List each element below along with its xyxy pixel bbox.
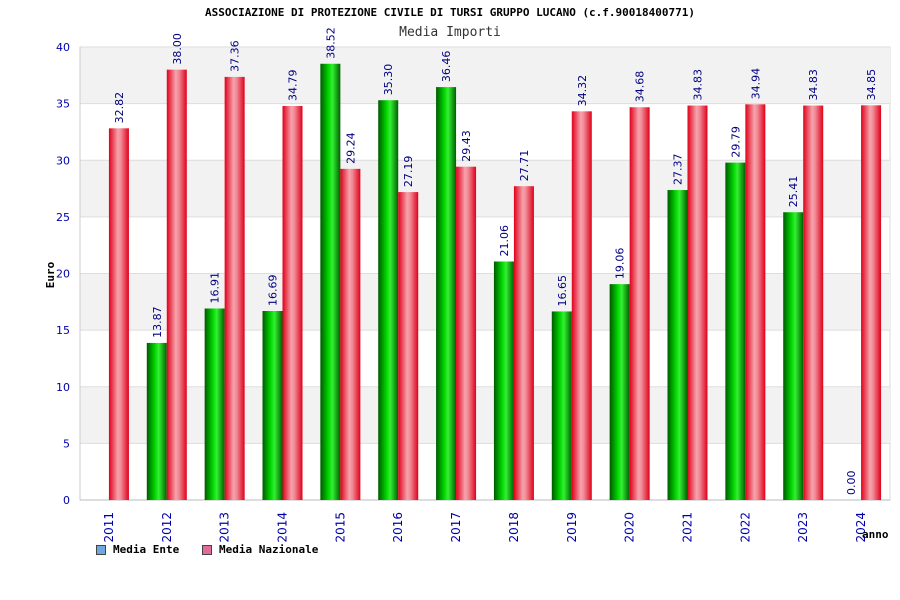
bar-media-nazionale <box>282 106 303 501</box>
legend-swatch-media-ente <box>96 544 106 555</box>
bar-media-ente <box>783 212 804 500</box>
x-axis-label: anno <box>862 528 889 541</box>
bar-labels: 13.87 16.91 16.69 38.52 35.30 36.46 21.06 16.65… <box>113 27 878 495</box>
data-label: 19.06 <box>614 248 627 280</box>
data-label: 16.91 <box>209 272 222 304</box>
bar-media-ente <box>667 190 688 501</box>
bar-media-nazionale <box>224 76 245 500</box>
data-label: 34.85 <box>865 69 878 101</box>
data-label: 0.00 <box>845 471 858 496</box>
y-tick-label: 40 <box>56 41 70 54</box>
legend-item-media-nazionale: Media Nazionale <box>202 543 318 556</box>
x-tick-label: 2024 <box>854 512 868 543</box>
bar-media-ente <box>146 342 167 500</box>
bar-media-nazionale <box>861 105 882 500</box>
data-label: 27.37 <box>672 154 685 186</box>
data-label: 34.68 <box>634 71 647 103</box>
bar-media-ente <box>262 310 283 500</box>
plot-band <box>80 273 890 331</box>
x-tick-label: 2021 <box>681 512 695 543</box>
bar-media-nazionale <box>745 104 766 500</box>
bar-media-nazionale <box>687 105 708 501</box>
bar-media-nazionale <box>629 107 650 501</box>
data-label: 34.79 <box>287 70 300 102</box>
bar-media-nazionale <box>513 186 534 500</box>
data-label: 13.87 <box>151 306 164 338</box>
bar-media-nazionale <box>340 168 361 500</box>
data-label: 35.30 <box>382 64 395 96</box>
bar-media-ente <box>320 63 341 501</box>
data-label: 32.82 <box>113 92 126 124</box>
data-label: 27.19 <box>402 156 415 188</box>
data-label: 34.32 <box>576 75 589 107</box>
x-tick-label: 2016 <box>391 512 405 543</box>
bar-media-ente <box>436 87 457 500</box>
plot-band <box>80 47 890 104</box>
data-label: 38.52 <box>324 27 337 59</box>
bar-media-nazionale <box>398 192 419 501</box>
y-tick-label: 15 <box>56 324 70 337</box>
bars <box>108 63 882 501</box>
data-label: 21.06 <box>498 225 511 257</box>
x-tick-label: 2015 <box>333 512 347 543</box>
data-label: 25.41 <box>787 176 800 208</box>
y-tick-label: 35 <box>56 98 70 111</box>
y-axis-label: Euro <box>44 261 57 288</box>
bar-media-ente <box>493 261 514 500</box>
bar-media-nazionale <box>803 105 824 501</box>
x-tick-label: 2019 <box>565 512 579 543</box>
x-axis: 2011 2012 2013 2014 2015 2016 2017 2018 2019 2020… <box>80 499 890 543</box>
y-tick-label: 5 <box>63 437 70 450</box>
data-label: 34.83 <box>692 69 705 101</box>
data-label: 16.65 <box>556 275 569 307</box>
data-label: 29.79 <box>729 126 742 158</box>
y-tick-label: 30 <box>56 154 70 167</box>
x-tick-label: 2012 <box>160 512 174 543</box>
data-label: 34.94 <box>749 68 762 100</box>
bar-media-ente <box>551 311 572 500</box>
x-tick-label: 2013 <box>218 512 232 543</box>
x-tick-label: 2020 <box>623 512 637 543</box>
plot-band <box>80 386 890 444</box>
bar-media-ente <box>378 100 399 500</box>
y-tick-label: 0 <box>63 494 70 507</box>
x-tick-label: 2023 <box>796 512 810 543</box>
y-axis: 0 5 10 15 20 25 30 35 40 <box>56 41 81 507</box>
y-tick-label: 25 <box>56 211 70 224</box>
x-tick-label: 2017 <box>449 512 463 543</box>
y-tick-label: 20 <box>56 268 70 281</box>
legend-label-media-nazionale: Media Nazionale <box>219 543 319 556</box>
legend-swatch-media-nazionale <box>202 544 212 555</box>
chart-title: ASSOCIAZIONE DI PROTEZIONE CIVILE DI TUR… <box>204 6 696 19</box>
data-label: 29.43 <box>460 130 473 162</box>
x-tick-label: 2022 <box>738 512 752 543</box>
data-label: 29.24 <box>344 132 357 164</box>
y-tick-label: 10 <box>56 381 70 394</box>
chart-subtitle: Media Importi <box>399 25 501 40</box>
data-label: 38.00 <box>171 33 184 65</box>
legend-item-media-ente: Media Ente <box>96 543 179 556</box>
data-label: 27.71 <box>518 150 531 182</box>
legend-label-media-ente: Media Ente <box>113 543 180 556</box>
bar-media-ente <box>725 162 746 501</box>
bar-media-nazionale <box>456 166 477 500</box>
data-label: 37.36 <box>229 40 242 72</box>
bar-media-nazionale <box>571 111 592 501</box>
data-label: 16.69 <box>267 274 280 306</box>
x-tick-label: 2014 <box>276 512 290 543</box>
data-label: 36.46 <box>440 51 453 83</box>
x-tick-label: 2011 <box>102 512 116 543</box>
bar-media-ente <box>609 284 630 500</box>
bar-media-nazionale <box>108 128 129 500</box>
bar-media-ente <box>204 308 225 500</box>
data-label: 34.83 <box>807 69 820 101</box>
bar-media-nazionale <box>166 69 187 501</box>
plot-band <box>80 160 890 217</box>
x-tick-label: 2018 <box>507 512 521 543</box>
